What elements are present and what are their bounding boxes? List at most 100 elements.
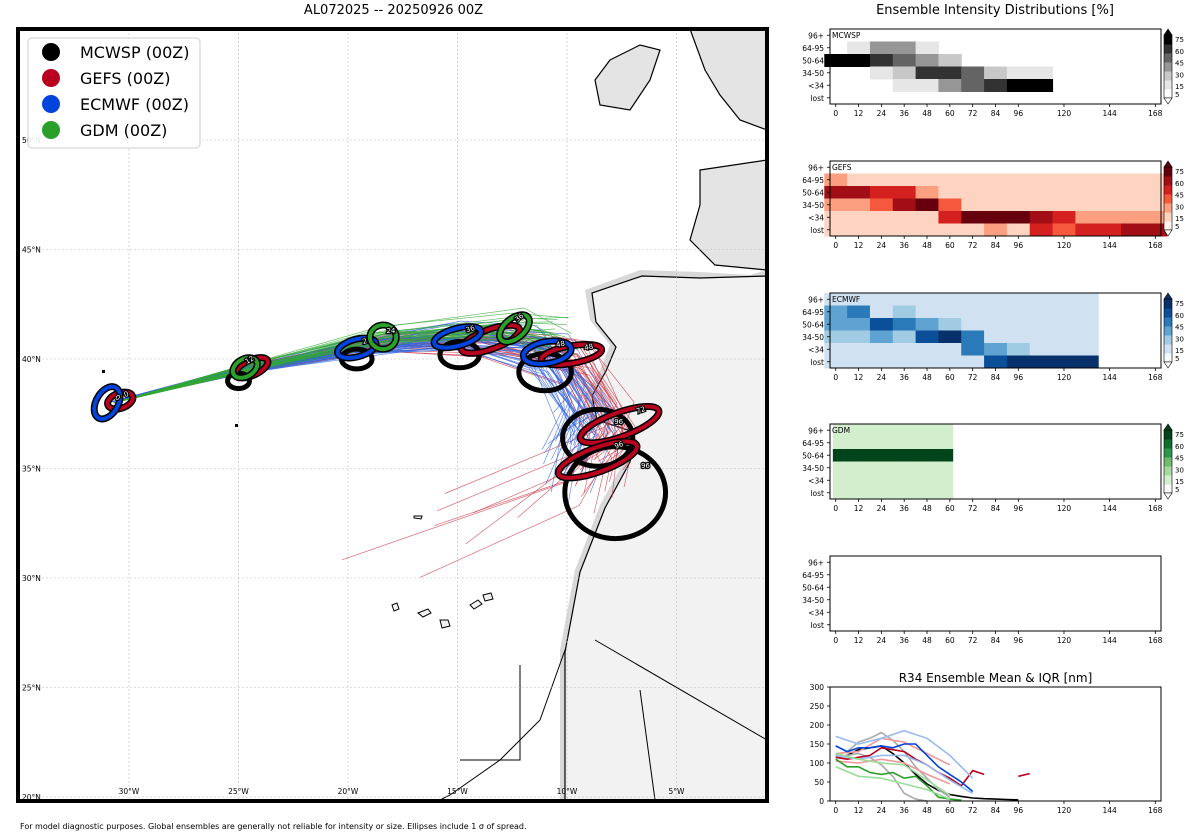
heatmap-cell [1121, 198, 1145, 212]
heatmap-cell [901, 436, 908, 450]
hour-tick-label: 72 [968, 504, 978, 513]
hour-tick-label: 84 [991, 373, 1001, 382]
heatmap-cell [1075, 343, 1099, 356]
hour-tick-label: 96 [1014, 241, 1024, 250]
heatmap-cell [878, 424, 885, 437]
heatmap-cell [1029, 211, 1054, 224]
heatmap-cell [941, 424, 948, 437]
r34-x-tick-label: 24 [877, 806, 887, 815]
heatmap-cell [867, 436, 874, 450]
heatmap-cell [895, 474, 902, 487]
heatmap-cell [1006, 305, 1031, 319]
hour-tick-label: 144 [1102, 636, 1117, 645]
heatmap-cell [844, 486, 851, 500]
heatmap-cell [915, 211, 939, 224]
lon-tick-label: 15°W [447, 787, 468, 796]
panel-frame [829, 555, 1162, 632]
heatmap-cell [901, 474, 908, 487]
heatmap-cell [1029, 305, 1054, 319]
heatmap-cell [984, 66, 1008, 80]
hour-tick-label: 120 [1057, 373, 1072, 382]
panel-model-label: ECMWF [832, 295, 860, 304]
hour-tick-label: 84 [991, 109, 1001, 118]
hour-tick-label: 96 [1014, 373, 1024, 382]
hour-tick-label: 0 [833, 109, 838, 118]
heatmap-cell [878, 449, 885, 462]
heatmap-cell [915, 41, 939, 55]
heatmap-cell [946, 486, 954, 500]
heatmap-cell [889, 449, 897, 462]
ellipse-gefs: 96 [554, 438, 641, 482]
heatmap-cell [847, 330, 871, 344]
heatmap-cell [946, 436, 954, 450]
heatmap-cell [849, 474, 857, 487]
member-track-gdm [113, 321, 553, 404]
hour-tick-label: 120 [1057, 504, 1072, 513]
ellipse-ecmwf: 0 [90, 383, 124, 423]
r34-y-tick-label: 250 [810, 702, 825, 711]
hour-tick-label: 48 [922, 241, 932, 250]
intensity-panel: MCWSP 96+ 64-95 50-64 34-50 <34 lost 0 12 24 36 48 6… [802, 28, 1184, 118]
heatmap-cell [907, 486, 914, 500]
heatmap-cell [938, 330, 962, 344]
row-tick-label: 34-50 [802, 201, 824, 210]
r34-y-tick-label: 150 [810, 740, 825, 749]
heatmap-cell [847, 211, 871, 224]
row-tick-label: 96+ [808, 295, 824, 304]
r34-series-gefs-mean [835, 746, 1030, 787]
heatmap-cell [847, 198, 871, 212]
hour-tick-label: 24 [877, 636, 887, 645]
heatmap-cell [1121, 223, 1145, 237]
heatmap-cell [1075, 173, 1099, 187]
heatmap-cell [984, 173, 1008, 187]
r34-x-tick-label: 120 [1057, 806, 1072, 815]
heatmap-cell [844, 461, 851, 475]
row-tick-label: 96+ [808, 163, 824, 172]
legend-marker-gefs [42, 69, 60, 87]
row-tick-label: 96+ [808, 31, 824, 40]
heatmap-cell [1075, 330, 1099, 344]
heatmap-cell [924, 486, 931, 500]
member-track-gdm [113, 332, 564, 404]
heatmap-cell [984, 186, 1008, 199]
heatmap-cell [832, 474, 840, 487]
heatmap-cell [832, 449, 840, 462]
heatmap-cell [938, 79, 962, 92]
row-tick-label: lost [810, 358, 824, 367]
heatmap-cell [935, 486, 942, 500]
r34-x-tick-label: 48 [922, 806, 932, 815]
heatmap-cell [1052, 211, 1076, 224]
row-tick-label: 50-64 [802, 320, 824, 329]
footnote: For model diagnostic purposes. Global en… [20, 822, 527, 831]
heatmap-cell [1006, 198, 1031, 212]
heatmap-cell [1052, 173, 1076, 187]
heatmap-cell [929, 424, 937, 437]
ellipse-hour-label: 48 [555, 340, 565, 349]
heatmap-cell [884, 461, 891, 475]
heatmap-cell [941, 436, 948, 450]
heatmap-cell [1075, 223, 1099, 237]
heatmap-cell [1029, 355, 1054, 369]
heatmap-cell [984, 318, 1008, 331]
heatmap-cell [938, 186, 962, 199]
heatmap-cell [1052, 330, 1076, 344]
heatmap-cell [938, 293, 962, 306]
hour-tick-label: 12 [854, 241, 864, 250]
hour-tick-label: 120 [1057, 636, 1072, 645]
heatmap-cell [935, 424, 942, 437]
ellipse-hour-label: 24 [386, 327, 395, 335]
row-tick-label: lost [810, 226, 824, 235]
panel-model-label: GEFS [832, 163, 852, 172]
heatmap-cell [938, 223, 962, 237]
heatmap-cell [935, 474, 942, 487]
heatmap-cell [861, 436, 868, 450]
heatmap-cell [855, 424, 862, 437]
heatmap-cell [884, 486, 891, 500]
heatmap-cell [847, 173, 871, 187]
heatmap-cell [1052, 318, 1076, 331]
intensity-panel: 96+ 64-95 50-64 34-50 <34 lost 0 12 24 36 48 60 72 84… [802, 555, 1163, 645]
heatmap-cell [861, 474, 868, 487]
heatmap-cell [832, 424, 840, 437]
heatmap-cell [915, 293, 939, 306]
hour-tick-label: 36 [899, 504, 909, 513]
